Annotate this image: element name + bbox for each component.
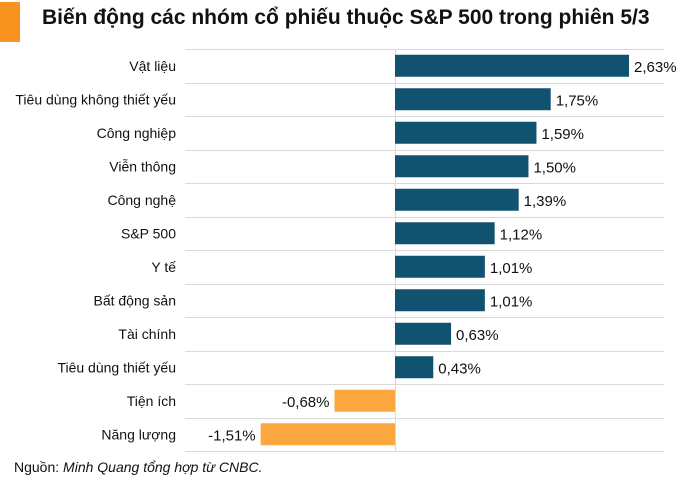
category-label: S&P 500 <box>121 225 176 241</box>
bar <box>395 188 519 211</box>
category-label: Bất động sản <box>93 292 176 308</box>
bar <box>260 423 395 446</box>
data-label: 1,01% <box>490 293 533 310</box>
title-accent-bar <box>0 2 20 42</box>
data-label: 1,75% <box>556 92 599 109</box>
bar <box>395 222 495 245</box>
data-label: 1,12% <box>500 226 543 243</box>
data-label: 1,59% <box>541 126 584 143</box>
bar <box>395 356 434 379</box>
bar <box>395 121 537 144</box>
data-label: 0,63% <box>456 327 499 344</box>
chart-title: Biến động các nhóm cổ phiếu thuộc S&P 50… <box>42 6 650 29</box>
data-label: 2,63% <box>634 59 677 76</box>
bar <box>334 389 395 412</box>
category-label: Tiện ích <box>127 393 176 409</box>
bar <box>395 54 629 77</box>
data-label: 1,39% <box>524 193 567 210</box>
data-label: -1,51% <box>208 427 256 444</box>
category-label: Công nghiệp <box>97 125 177 141</box>
bar <box>395 322 452 345</box>
category-label: Công nghệ <box>107 192 176 208</box>
category-label: Vật liệu <box>129 58 176 74</box>
bar <box>395 155 529 178</box>
data-label: 1,01% <box>490 260 533 277</box>
category-label: Viễn thông <box>109 158 176 174</box>
category-label: Tiêu dùng thiết yếu <box>57 359 176 375</box>
category-label: Y tế <box>151 259 176 275</box>
bar <box>395 289 485 312</box>
data-label: 1,50% <box>533 159 576 176</box>
category-label: Năng lượng <box>101 426 176 442</box>
category-label: Tài chính <box>118 326 176 342</box>
bar <box>395 255 485 278</box>
source-text: Minh Quang tổng hợp từ CNBC. <box>63 459 263 475</box>
data-label: -0,68% <box>282 394 330 411</box>
category-label: Tiêu dùng không thiết yếu <box>15 91 176 107</box>
source-prefix: Nguồn: <box>14 459 60 475</box>
data-label: 0,43% <box>438 360 481 377</box>
source-note: Nguồn: Minh Quang tổng hợp từ CNBC. <box>14 459 262 475</box>
bar <box>395 88 551 111</box>
